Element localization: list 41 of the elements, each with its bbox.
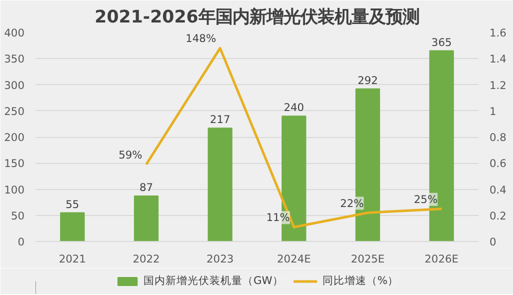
- chart-title: 2021-2026年国内新增光伏装机量及预测: [94, 8, 420, 28]
- y-tick-label: 50: [10, 209, 25, 222]
- data-label: 240: [284, 101, 304, 114]
- y-tick-label: 250: [4, 104, 25, 118]
- y2-tick-label: 1.2: [490, 78, 506, 92]
- y2-tick-label: 0.4: [490, 183, 507, 196]
- x-tick-label: 2021: [58, 252, 86, 266]
- y2-tick-label: 0.2: [490, 209, 506, 222]
- data-label: 217: [210, 113, 230, 126]
- y-tick-label: 400: [4, 26, 25, 40]
- y-tick-label: 300: [4, 78, 25, 92]
- legend-label: 国内新增光伏装机量（GW）: [144, 274, 284, 288]
- y-tick-label: 100: [4, 183, 25, 196]
- data-label: 292: [358, 74, 378, 87]
- y2-tick-label: 0: [490, 236, 496, 248]
- data-label: 22%: [340, 196, 364, 210]
- y-tick-label: 150: [4, 157, 25, 170]
- data-label: 148%: [186, 32, 216, 46]
- data-label: 87: [139, 181, 154, 194]
- x-tick-label: 2022: [132, 252, 160, 266]
- y2-tick-label: 1.6: [490, 26, 507, 40]
- bar: [60, 212, 85, 242]
- x-tick-label: 2024E: [276, 252, 312, 266]
- y2-tick-label: 1.4: [490, 52, 507, 66]
- y2-tick-label: 0.6: [490, 157, 507, 170]
- bar: [208, 128, 232, 242]
- data-label: 11%: [266, 211, 290, 224]
- x-tick-label: 2023: [206, 252, 234, 266]
- data-label: 365: [431, 36, 452, 49]
- data-label: 55: [66, 198, 80, 211]
- y2-tick-label: 0.8: [490, 131, 507, 144]
- y-tick-label: 0: [18, 236, 25, 248]
- bar: [134, 196, 159, 242]
- legend-label: 同比增速（%）: [322, 274, 398, 288]
- data-label: 59%: [118, 148, 142, 162]
- y-tick-label: 200: [4, 131, 25, 144]
- x-tick-label: 2026E: [424, 252, 459, 266]
- x-tick-label: 2025E: [350, 252, 385, 266]
- y-tick-label: 350: [4, 52, 25, 66]
- data-label: 25%: [414, 192, 438, 206]
- y2-tick-label: 1: [490, 104, 496, 118]
